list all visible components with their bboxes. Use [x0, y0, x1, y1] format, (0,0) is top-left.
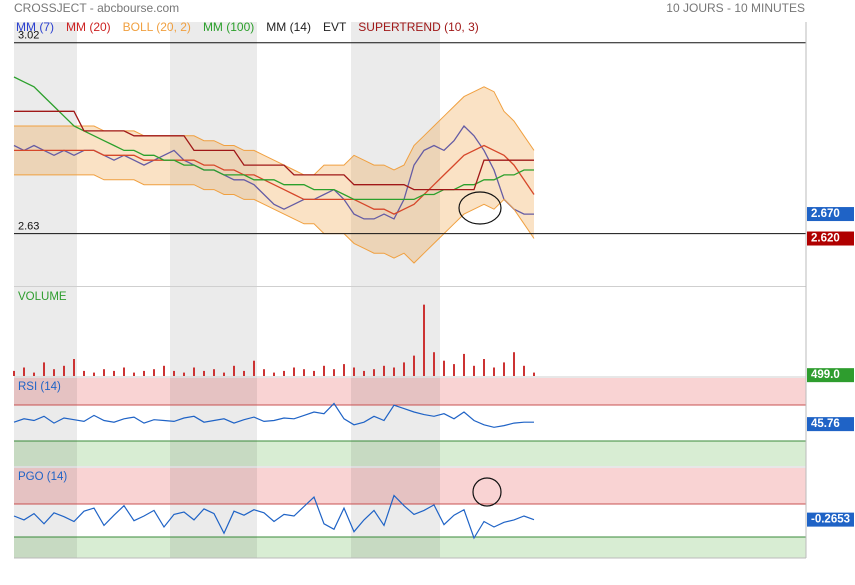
- last-value-badge: [807, 417, 854, 432]
- series-line: [13, 402, 534, 428]
- volume-bar: [333, 369, 335, 376]
- volume-bar: [383, 365, 385, 376]
- volume-bar: [63, 365, 65, 376]
- volume-bar: [83, 370, 85, 376]
- volume-bar: [223, 372, 225, 376]
- volume-bar: [323, 365, 325, 376]
- frame: [14, 22, 807, 559]
- last-value-label: 45.76: [811, 418, 840, 430]
- volume-bar: [423, 304, 425, 376]
- last-value-label: -0.2653: [811, 514, 850, 526]
- bollinger-band: [14, 86, 534, 263]
- volume-bar: [163, 365, 165, 376]
- volume-bar: [153, 369, 155, 376]
- session-shade: [170, 22, 257, 558]
- volume-bar: [453, 364, 455, 376]
- legend-entry: MM (14): [266, 20, 311, 34]
- last-value-badge: [807, 231, 854, 246]
- series-line: [13, 494, 535, 540]
- volume-bar: [433, 352, 435, 376]
- last-value-badge: [807, 207, 854, 222]
- legend-entry: EVT: [323, 20, 347, 34]
- annotation-circle: [458, 191, 502, 225]
- volume-bar: [103, 369, 105, 376]
- volume-bar: [13, 370, 15, 376]
- volume-bar: [533, 372, 535, 376]
- volume-bar: [143, 370, 145, 376]
- volume-bar: [343, 364, 345, 376]
- volume-bar: [113, 370, 115, 376]
- pgo-upper-zone: [14, 468, 806, 504]
- bollinger-lower: [14, 174, 535, 264]
- volume-bar: [443, 360, 445, 376]
- panel-title: RSI (14): [18, 381, 61, 393]
- panel-title: PGO (14): [18, 471, 67, 483]
- last-value-label: 2.670: [811, 208, 840, 220]
- legend-entry: BOLL (20, 2): [123, 20, 191, 34]
- background: [14, 22, 806, 558]
- volume-bar: [303, 369, 305, 376]
- volume-bar: [313, 370, 315, 376]
- reference-label: 3.02: [18, 30, 39, 42]
- volume-bar: [173, 370, 175, 376]
- volume-bar: [493, 367, 495, 376]
- marks: [13, 42, 854, 540]
- volume-bar: [243, 370, 245, 376]
- last-value-label: 499.0: [811, 369, 840, 381]
- volume-bar: [353, 367, 355, 376]
- volume-bar: [33, 372, 35, 376]
- volume-bar: [123, 367, 125, 376]
- volume-bar: [23, 367, 25, 376]
- volume-bar: [373, 369, 375, 376]
- rsi-overbought-zone: [14, 378, 806, 405]
- volume-bar: [183, 372, 185, 376]
- volume-bar: [193, 367, 195, 376]
- volume-bar: [263, 369, 265, 376]
- session-shade: [351, 22, 440, 558]
- volume-bar: [213, 369, 215, 376]
- legend-entry: MM (100): [203, 20, 254, 34]
- volume-bar: [283, 370, 285, 376]
- panel-title: VOLUME: [18, 291, 67, 303]
- legend-entry: MM (7): [16, 20, 54, 34]
- volume-bar: [403, 362, 405, 376]
- volume-bar: [523, 365, 525, 376]
- legend-entry: SUPERTREND (10, 3): [358, 20, 478, 34]
- labels: CROSSJECT - abcbourse.com 10 JOURS - 10 …: [14, 1, 850, 525]
- last-value-badge: [807, 368, 854, 383]
- volume-bar: [293, 367, 295, 376]
- volume-bar: [93, 372, 95, 376]
- period-label: 10 JOURS - 10 MINUTES: [666, 1, 805, 15]
- reference-label: 2.63: [18, 221, 39, 233]
- legend-entry: MM (20): [66, 20, 111, 34]
- series-line: [14, 110, 534, 191]
- volume-bar: [73, 359, 75, 376]
- bollinger-upper: [14, 86, 535, 176]
- volume-bar: [473, 365, 475, 376]
- series-line: [14, 144, 535, 215]
- volume-bar: [133, 372, 135, 376]
- volume-bar: [513, 352, 515, 376]
- pgo-lower-zone: [14, 537, 806, 558]
- last-value-label: 2.620: [811, 233, 840, 245]
- volume-bar: [203, 370, 205, 376]
- volume-bar: [463, 353, 465, 376]
- rsi-oversold-zone: [14, 441, 806, 466]
- last-value-badge: [807, 512, 854, 527]
- page-title: CROSSJECT - abcbourse.com: [14, 1, 179, 15]
- volume-bar: [503, 362, 505, 376]
- volume-bar: [483, 359, 485, 376]
- volume-bar: [233, 365, 235, 376]
- volume-bar: [53, 369, 55, 376]
- volume-bar: [273, 372, 275, 376]
- annotation-circle: [472, 477, 502, 507]
- volume-bar: [43, 362, 45, 376]
- volume-bar: [363, 370, 365, 376]
- volume-bar: [413, 355, 415, 376]
- volume-bar: [393, 367, 395, 376]
- volume-bar: [253, 360, 255, 376]
